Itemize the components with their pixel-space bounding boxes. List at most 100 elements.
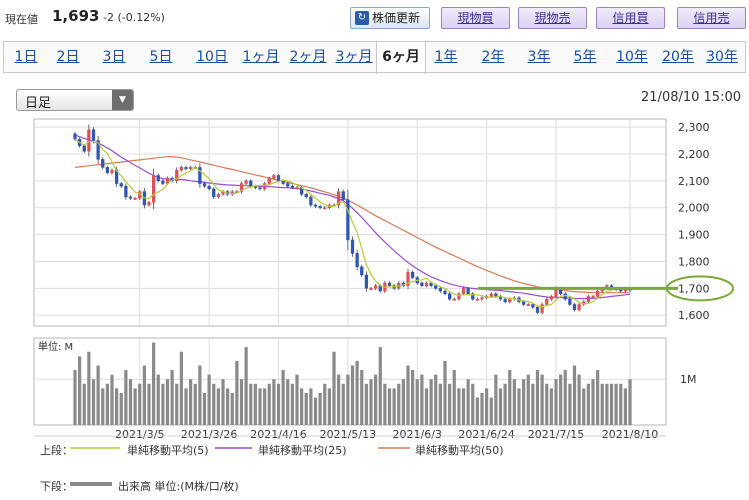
period-tabs: 1日 2日 3日 5日 10日 1ヶ月 2ヶ月 3ヶ月 6ヶ月 1年 2年 3年… [3,41,746,74]
highlight-level [477,275,734,302]
volume-bar [397,383,401,425]
volume-unit-label: 単位: M [38,340,73,353]
candle-body [151,175,156,203]
volume-bar [244,347,248,425]
candle-body [549,296,554,300]
volume-bar [503,383,507,425]
tab-2-year[interactable]: 2年 [481,49,505,65]
tab-2-day[interactable]: 2日 [56,49,80,65]
volume-bar [318,392,322,425]
candlestick [156,173,160,183]
tab-10-year[interactable]: 10年 [616,49,648,65]
volume-bar [531,383,535,425]
volume-bar [327,388,331,425]
volume-bar [563,370,567,425]
volume-bar [235,360,239,425]
volume-bar [401,379,405,425]
candlestick [175,167,179,184]
candle-body [202,183,207,187]
candle-body [526,304,530,306]
volume-bar [369,379,373,425]
candle-body [105,167,110,174]
candlestick [535,305,540,315]
candle-body [96,140,100,160]
tab-1-month[interactable]: 1ヶ月 [242,49,280,65]
volume-bar [128,379,133,425]
tab-3-day[interactable]: 3日 [102,49,126,65]
volume-bar [290,383,294,425]
refresh-quote-button[interactable]: ↻ 株価更新 [350,7,430,29]
tab-1-year[interactable]: 1年 [434,49,458,65]
legend-upper-prefix: 上段： [40,444,73,457]
candle-body [521,301,526,305]
price-tick-label: 1,800 [678,255,710,268]
volume-bar [535,370,540,425]
candle-body [461,288,466,294]
volume-bar [498,388,503,425]
candlestick [545,297,549,307]
candle-body [267,177,271,184]
candlestick [267,176,271,186]
tab-6-month[interactable]: 6ヶ月 [376,42,426,74]
cash-buy-button[interactable]: 現物買 [441,7,510,29]
volume-bar [485,388,489,425]
candle-body [87,129,91,152]
margin-buy-button[interactable]: 信用買 [596,7,665,29]
volume-bar [461,388,466,425]
candlestick [373,284,378,290]
margin-sell-button[interactable]: 信用売 [677,7,746,29]
candlestick [503,297,507,304]
price-tick-label: 1,900 [678,229,710,242]
volume-bar [411,370,415,425]
tab-20-year[interactable]: 20年 [662,49,694,65]
tab-1-day[interactable]: 1日 [14,49,38,65]
volume-bar [522,379,526,425]
volume-bar [554,379,558,425]
volume-bar [119,392,123,425]
volume-bar [332,351,336,425]
candlestick [438,286,443,293]
volume-bar [207,374,211,425]
candlestick [466,286,470,296]
tab-3-month[interactable]: 3ヶ月 [335,49,373,65]
volume-bar [170,370,174,425]
candle-body [295,187,299,190]
candlestick [87,124,91,157]
candlestick [119,181,123,188]
candlestick [410,270,415,280]
volume-bar [82,383,86,425]
candlestick [591,294,595,299]
candle-body [101,159,105,168]
tab-30-year[interactable]: 30年 [706,49,738,65]
candle-body [350,239,355,254]
volume-bar [540,374,544,425]
tab-3-year[interactable]: 3年 [527,49,551,65]
tab-5-year[interactable]: 5年 [573,49,597,65]
tab-10-day[interactable]: 10日 [196,49,228,65]
tab-5-day[interactable]: 5日 [149,49,173,65]
candlestick [216,192,221,199]
candlestick [323,206,327,210]
candle-interval-select[interactable]: 日足 ▼ [16,89,134,111]
refresh-quote-label: 株価更新 [372,11,421,25]
volume-bar [475,397,479,425]
candle-body [373,285,378,289]
tab-2-month[interactable]: 2ヶ月 [289,49,327,65]
volume-bar [341,383,345,425]
candle-body [175,169,179,182]
candle-body [147,202,151,206]
candlestick [151,168,156,210]
candlestick [424,281,429,288]
volume-bar [309,388,313,425]
candle-body [595,290,600,297]
candle-body [535,306,540,313]
candle-body [91,129,96,141]
price-tick-label: 2,000 [678,202,710,215]
volume-bar [110,374,114,425]
candle-body [452,298,456,301]
candlestick [179,165,184,172]
volume-bar [387,388,392,425]
volume-bar [156,374,160,425]
cash-sell-button[interactable]: 現物売 [518,7,587,29]
candlestick [161,179,165,186]
